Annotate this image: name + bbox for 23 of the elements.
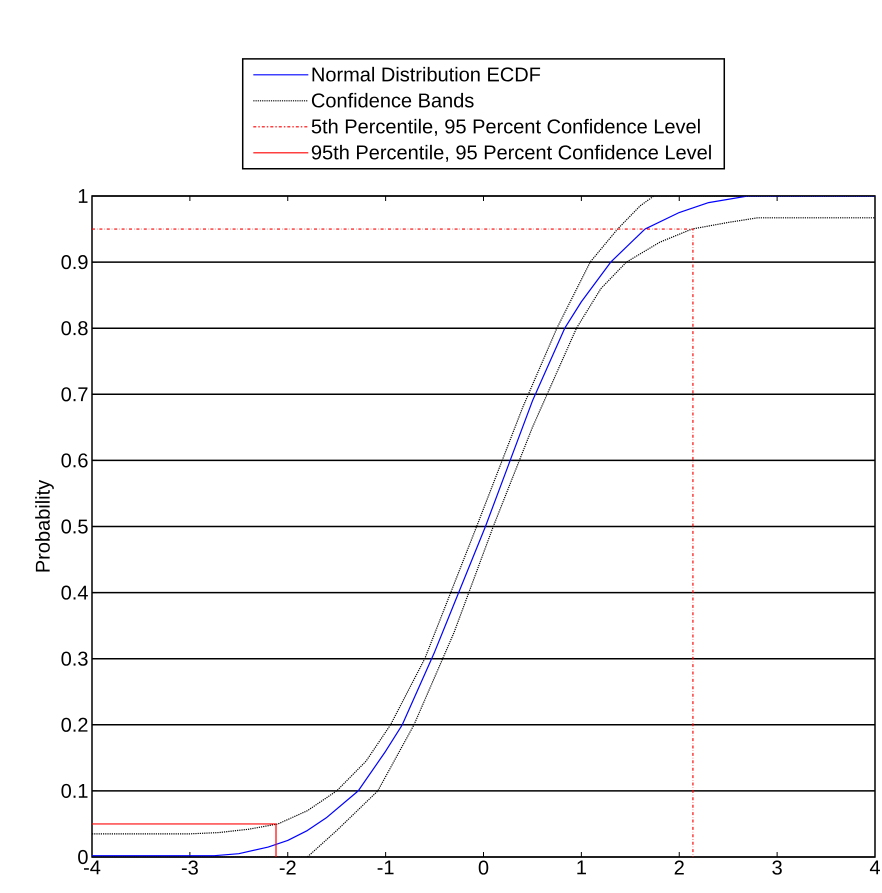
y-tick-label: 1 [78,189,88,203]
y-axis-title: Probability [35,480,54,572]
y-tick-label: 0.5 [61,519,88,534]
y-tick-label: 0.4 [61,586,88,600]
legend-label: 5th Percentile, 95 Percent Confidence Level [312,118,700,136]
y-tick-label: 0.9 [61,255,88,270]
x-tick-label: 2 [674,860,684,874]
legend-label: Confidence Bands [312,92,474,108]
x-tick-label: -2 [280,860,296,874]
legend-label: 95th Percentile, 95 Percent Confidence Level [312,144,711,162]
x-tick-label: 3 [772,860,782,875]
x-tick-label: 4 [870,860,880,874]
x-tick-label: 1 [577,860,586,874]
y-tick-label: 0.6 [61,453,88,468]
y-tick-label: 0.1 [61,784,88,798]
y-tick-label: 0.7 [61,387,88,402]
x-tick-label: 0 [478,860,488,875]
x-tick-label: -3 [182,860,198,875]
legend-label: Normal Distribution ECDF [312,66,540,82]
y-tick-label: 0.2 [61,718,88,732]
y-tick-label: 0.8 [61,321,88,336]
x-tick-label: -1 [378,860,394,874]
y-tick-label: 0.3 [61,652,88,666]
